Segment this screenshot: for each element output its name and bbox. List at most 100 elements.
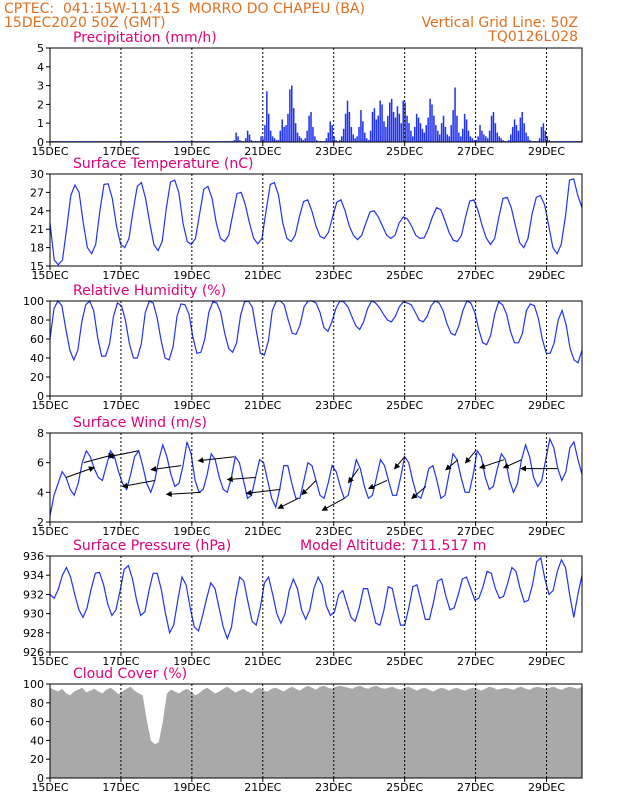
panel-title: Surface Wind (m/s) bbox=[73, 415, 207, 431]
wind-arrow bbox=[347, 468, 359, 484]
precip-bar bbox=[540, 126, 543, 142]
x-tick-label: 19DEC bbox=[173, 399, 210, 412]
y-tick-label: 20 bbox=[30, 753, 44, 766]
x-tick-label: 25DEC bbox=[386, 525, 423, 538]
precip-bar bbox=[406, 115, 408, 142]
x-tick-label: 29DEC bbox=[528, 145, 565, 158]
precip-bar bbox=[237, 136, 239, 142]
wind-arrow bbox=[150, 465, 182, 472]
precip-bar bbox=[494, 123, 497, 142]
x-tick-label: 29DEC bbox=[528, 655, 565, 668]
precip-bar bbox=[275, 140, 278, 142]
precip-bar bbox=[475, 140, 477, 142]
x-tick-label: 17DEC bbox=[102, 399, 139, 412]
precip-bar bbox=[461, 128, 464, 142]
wind-arrow bbox=[83, 453, 115, 464]
panel-frame bbox=[49, 683, 583, 779]
precip-bar bbox=[387, 115, 389, 142]
precip-bar bbox=[473, 140, 476, 142]
panel-title: Surface Temperature (nC) bbox=[73, 156, 254, 172]
x-tick-label: 19DEC bbox=[173, 525, 210, 538]
precip-bar bbox=[339, 140, 341, 142]
precip-bar bbox=[381, 104, 383, 142]
y-tick-label: 80 bbox=[30, 697, 44, 710]
precip-bar bbox=[327, 132, 330, 142]
precip-bar bbox=[300, 138, 303, 142]
panel-title: Cloud Cover (%) bbox=[73, 666, 187, 682]
precip-bar bbox=[483, 134, 485, 142]
x-tick-label: 27DEC bbox=[457, 269, 494, 282]
precip-bar bbox=[292, 108, 295, 142]
precip-bar bbox=[294, 123, 297, 142]
precip-bar bbox=[429, 98, 431, 142]
panel-title: Precipitation (mm/h) bbox=[73, 30, 217, 46]
precip-bar bbox=[413, 126, 416, 142]
wind-arrow bbox=[394, 456, 406, 470]
precip-bar bbox=[233, 140, 235, 142]
precip-bar bbox=[239, 140, 241, 142]
wind-arrow bbox=[277, 497, 299, 509]
y-tick-label: 4 bbox=[37, 486, 44, 499]
precip-bar bbox=[421, 128, 424, 142]
precip-bar bbox=[312, 126, 314, 142]
precip-bar bbox=[546, 136, 549, 142]
wind-arrow bbox=[411, 486, 427, 500]
x-tick-label: 21DEC bbox=[244, 655, 281, 668]
wind-arrow bbox=[445, 459, 459, 471]
precip-bar bbox=[302, 140, 305, 142]
x-tick-label: 17DEC bbox=[102, 525, 139, 538]
precip-bar bbox=[388, 102, 391, 142]
station-header: CPTEC: 041:15W-11:41S MORRO DO CHAPEU (B… bbox=[4, 1, 365, 17]
precip-bar bbox=[306, 130, 308, 142]
panel-1: 15 18 21 24 27 30 15DEC 17DEC 19DEC 21DEC 23DEC 25D… bbox=[30, 156, 583, 282]
y-tick-label: 27 bbox=[30, 186, 44, 199]
precip-bar bbox=[436, 130, 439, 142]
precip-bar bbox=[365, 138, 368, 142]
precip-bar bbox=[471, 138, 474, 142]
precip-bar bbox=[308, 115, 310, 142]
y-tick-label: 15 bbox=[30, 260, 44, 273]
x-tick-label: 21DEC bbox=[244, 781, 281, 794]
x-tick-label: 27DEC bbox=[457, 655, 494, 668]
wind-arrow bbox=[121, 479, 155, 489]
precip-bar bbox=[358, 126, 360, 142]
x-tick-label: 23DEC bbox=[315, 269, 352, 282]
y-tick-label: 60 bbox=[30, 716, 44, 729]
precip-bar bbox=[364, 132, 366, 142]
precip-bar bbox=[392, 111, 395, 142]
precip-bar bbox=[273, 138, 276, 142]
precip-bar bbox=[527, 136, 529, 142]
precip-bar bbox=[269, 130, 272, 142]
precip-bar bbox=[513, 119, 516, 142]
panel-frame bbox=[49, 47, 583, 143]
y-tick-label: 40 bbox=[30, 352, 44, 365]
wind-arrow bbox=[245, 488, 281, 496]
y-tick-label: 4 bbox=[37, 61, 44, 74]
cloud-cover-area bbox=[50, 685, 582, 778]
run-date: 15DEC2020 50Z (GMT) bbox=[4, 15, 166, 31]
y-tick-label: 5 bbox=[37, 42, 44, 55]
precip-bar bbox=[548, 140, 550, 142]
precip-bar bbox=[340, 136, 343, 142]
precip-bar bbox=[329, 121, 331, 142]
panel-frame bbox=[49, 432, 583, 523]
x-tick-label: 27DEC bbox=[457, 145, 494, 158]
precip-bar bbox=[538, 138, 541, 142]
precip-bar bbox=[314, 136, 316, 142]
precip-bar bbox=[333, 136, 335, 142]
wind-arrow bbox=[301, 480, 317, 496]
precip-bar bbox=[444, 126, 447, 142]
precip-bar bbox=[427, 117, 429, 142]
precip-bar bbox=[362, 121, 364, 142]
precip-bar bbox=[488, 130, 491, 142]
precip-bar bbox=[486, 138, 489, 142]
y-tick-label: 932 bbox=[23, 588, 44, 601]
wind-arrow bbox=[321, 497, 345, 511]
precip-bar bbox=[383, 121, 385, 142]
x-tick-label: 29DEC bbox=[528, 269, 565, 282]
y-tick-label: 2 bbox=[37, 98, 44, 111]
precip-bar bbox=[490, 115, 493, 142]
precip-bar bbox=[298, 136, 301, 142]
precip-bar bbox=[279, 130, 282, 142]
panel-3: 2 4 6 8 15DEC 17DEC 19DEC 21DEC 23DEC 25DEC 27DEC 2… bbox=[31, 415, 583, 538]
